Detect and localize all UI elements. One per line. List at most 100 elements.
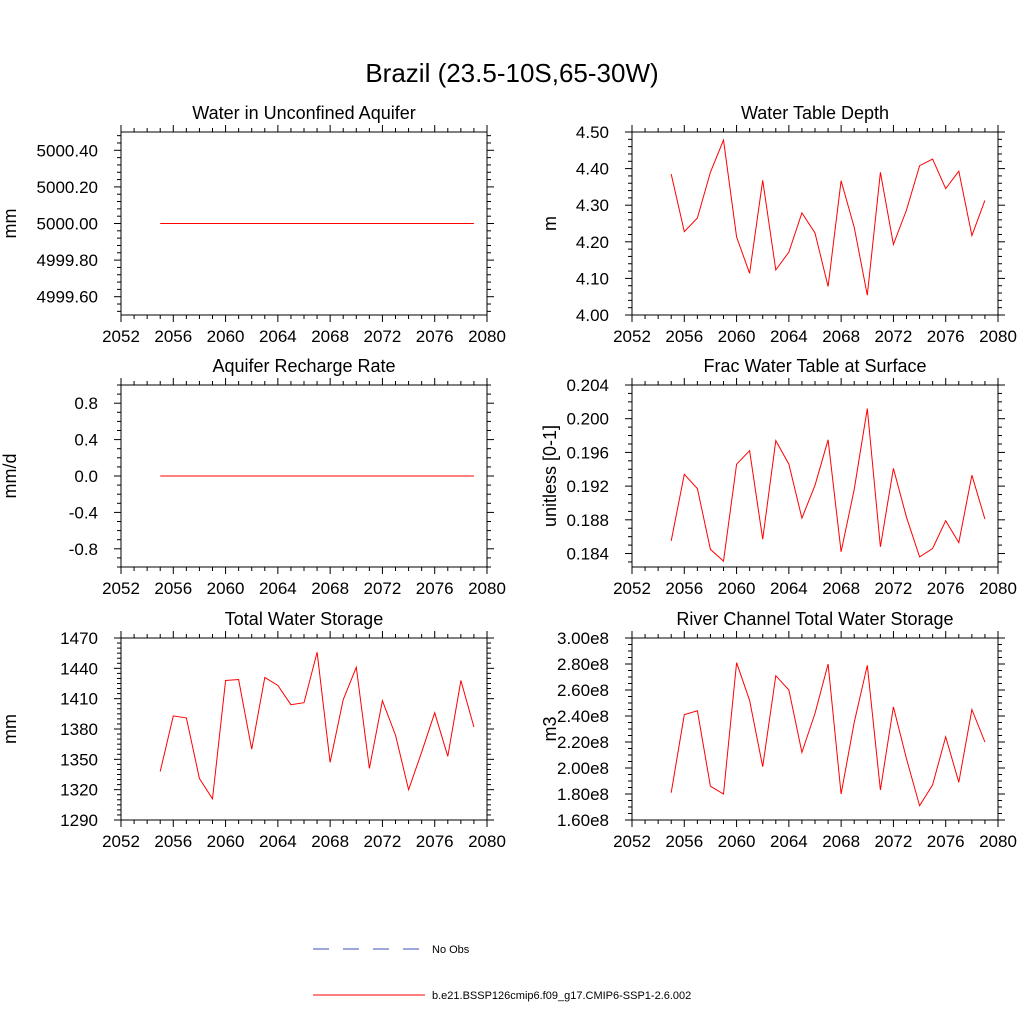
x-tick-label: 2060 xyxy=(207,327,245,346)
x-tick-label: 2072 xyxy=(364,579,402,598)
y-tick-label: 4.50 xyxy=(576,123,609,142)
y-axis-label: m3 xyxy=(540,716,560,741)
y-axis-label: mm xyxy=(0,209,20,239)
x-tick-label: 2068 xyxy=(822,327,860,346)
y-tick-label: 1.80e8 xyxy=(557,785,609,804)
y-axis-label: m xyxy=(540,216,560,231)
x-tick-label: 2072 xyxy=(875,327,913,346)
y-tick-label: 4999.80 xyxy=(37,251,98,270)
x-tick-label: 2056 xyxy=(154,832,192,851)
panel-5: Total Water Storage 2052 2056 2060 2064 2068 2… xyxy=(0,609,506,851)
x-tick-label: 2068 xyxy=(822,832,860,851)
y-tick-label: 1470 xyxy=(60,629,98,648)
y-tick-label: 1410 xyxy=(60,690,98,709)
x-tick-label: 2056 xyxy=(154,579,192,598)
series-line xyxy=(670,662,986,807)
x-tick-label: 2064 xyxy=(259,579,297,598)
panel-title: Water Table Depth xyxy=(741,103,889,123)
y-tick-label: 4999.60 xyxy=(37,288,98,307)
x-tick-label: 2076 xyxy=(416,579,454,598)
x-tick-label: 2068 xyxy=(311,832,349,851)
panel-4: Frac Water Table at Surface 2052 2056 2060 2… xyxy=(540,356,1017,598)
y-tick-label: 4.40 xyxy=(576,160,609,179)
y-tick-label: 5000.40 xyxy=(37,141,98,160)
x-tick-label: 2076 xyxy=(416,327,454,346)
x-tick-label: 2060 xyxy=(718,832,756,851)
y-tick-label: 0.184 xyxy=(566,545,609,564)
panels: Water in Unconfined Aquifer 2052 2056 2060 2… xyxy=(0,103,1017,851)
y-tick-label: 2.60e8 xyxy=(557,681,609,700)
x-tick-label: 2060 xyxy=(207,579,245,598)
y-tick-label: 1440 xyxy=(60,659,98,678)
legend-label: b.e21.BSSP126cmip6.f09_g17.CMIP6-SSP1-2.… xyxy=(432,990,691,1002)
x-tick-label: 2064 xyxy=(259,327,297,346)
x-tick-label: 2056 xyxy=(154,327,192,346)
x-tick-label: 2080 xyxy=(979,327,1017,346)
x-tick-label: 2052 xyxy=(613,327,651,346)
figure-title: Brazil (23.5-10S,65-30W) xyxy=(365,58,658,88)
y-tick-label: 0.0 xyxy=(74,467,98,486)
x-tick-label: 2080 xyxy=(979,832,1017,851)
y-tick-label: 1350 xyxy=(60,750,98,769)
x-tick-label: 2064 xyxy=(770,579,808,598)
y-tick-label: 4.20 xyxy=(576,233,609,252)
y-axis-label: mm xyxy=(0,714,20,744)
x-tick-label: 2056 xyxy=(665,327,703,346)
x-tick-label: 2064 xyxy=(259,832,297,851)
y-tick-label: 0.8 xyxy=(74,394,98,413)
x-tick-label: 2080 xyxy=(468,327,506,346)
x-tick-label: 2080 xyxy=(468,832,506,851)
y-tick-label: 1290 xyxy=(60,811,98,830)
x-tick-label: 2052 xyxy=(613,579,651,598)
y-tick-label: -0.8 xyxy=(69,540,98,559)
y-tick-label: 1320 xyxy=(60,781,98,800)
y-tick-label: 4.10 xyxy=(576,269,609,288)
y-axis-label: unitless [0-1] xyxy=(540,425,560,527)
x-tick-label: 2064 xyxy=(770,327,808,346)
x-tick-label: 2076 xyxy=(927,579,965,598)
y-tick-label: 0.200 xyxy=(566,410,609,429)
y-tick-label: 0.196 xyxy=(566,443,609,462)
series-line xyxy=(159,652,475,801)
legend: No Obs b.e21.BSSP126cmip6.f09_g17.CMIP6-S… xyxy=(313,944,691,1002)
x-tick-label: 2060 xyxy=(207,832,245,851)
series-line xyxy=(670,408,986,563)
y-tick-label: 0.4 xyxy=(74,431,98,450)
x-tick-label: 2072 xyxy=(364,832,402,851)
y-tick-label: 2.00e8 xyxy=(557,759,609,778)
x-tick-label: 2072 xyxy=(364,327,402,346)
x-tick-label: 2068 xyxy=(311,579,349,598)
y-tick-label: 5000.00 xyxy=(37,215,98,234)
x-tick-label: 2064 xyxy=(770,832,808,851)
x-tick-label: 2056 xyxy=(665,832,703,851)
x-tick-label: 2068 xyxy=(822,579,860,598)
panel-title: Frac Water Table at Surface xyxy=(703,356,926,376)
y-tick-label: 5000.20 xyxy=(37,178,98,197)
panel-title: Water in Unconfined Aquifer xyxy=(192,103,415,123)
y-tick-label: 1380 xyxy=(60,720,98,739)
x-tick-label: 2076 xyxy=(927,327,965,346)
y-tick-label: 2.80e8 xyxy=(557,655,609,674)
panel-2: Water Table Depth 2052 2056 2060 2064 2068 207… xyxy=(540,103,1017,346)
x-tick-label: 2052 xyxy=(102,327,140,346)
y-tick-label: 4.30 xyxy=(576,196,609,215)
x-tick-label: 2052 xyxy=(102,832,140,851)
x-tick-label: 2076 xyxy=(927,832,965,851)
x-tick-label: 2052 xyxy=(613,832,651,851)
y-tick-label: 2.20e8 xyxy=(557,733,609,752)
x-tick-label: 2060 xyxy=(718,579,756,598)
x-tick-label: 2080 xyxy=(979,579,1017,598)
panel-title: Aquifer Recharge Rate xyxy=(212,356,395,376)
x-tick-label: 2076 xyxy=(416,832,454,851)
x-tick-label: 2068 xyxy=(311,327,349,346)
panel-1: Water in Unconfined Aquifer 2052 2056 2060 2… xyxy=(0,103,506,346)
x-tick-label: 2056 xyxy=(665,579,703,598)
y-axis-label: mm/d xyxy=(0,454,20,499)
x-tick-label: 2072 xyxy=(875,832,913,851)
x-tick-label: 2072 xyxy=(875,579,913,598)
series-line xyxy=(670,138,986,296)
y-tick-label: 0.188 xyxy=(566,511,609,530)
